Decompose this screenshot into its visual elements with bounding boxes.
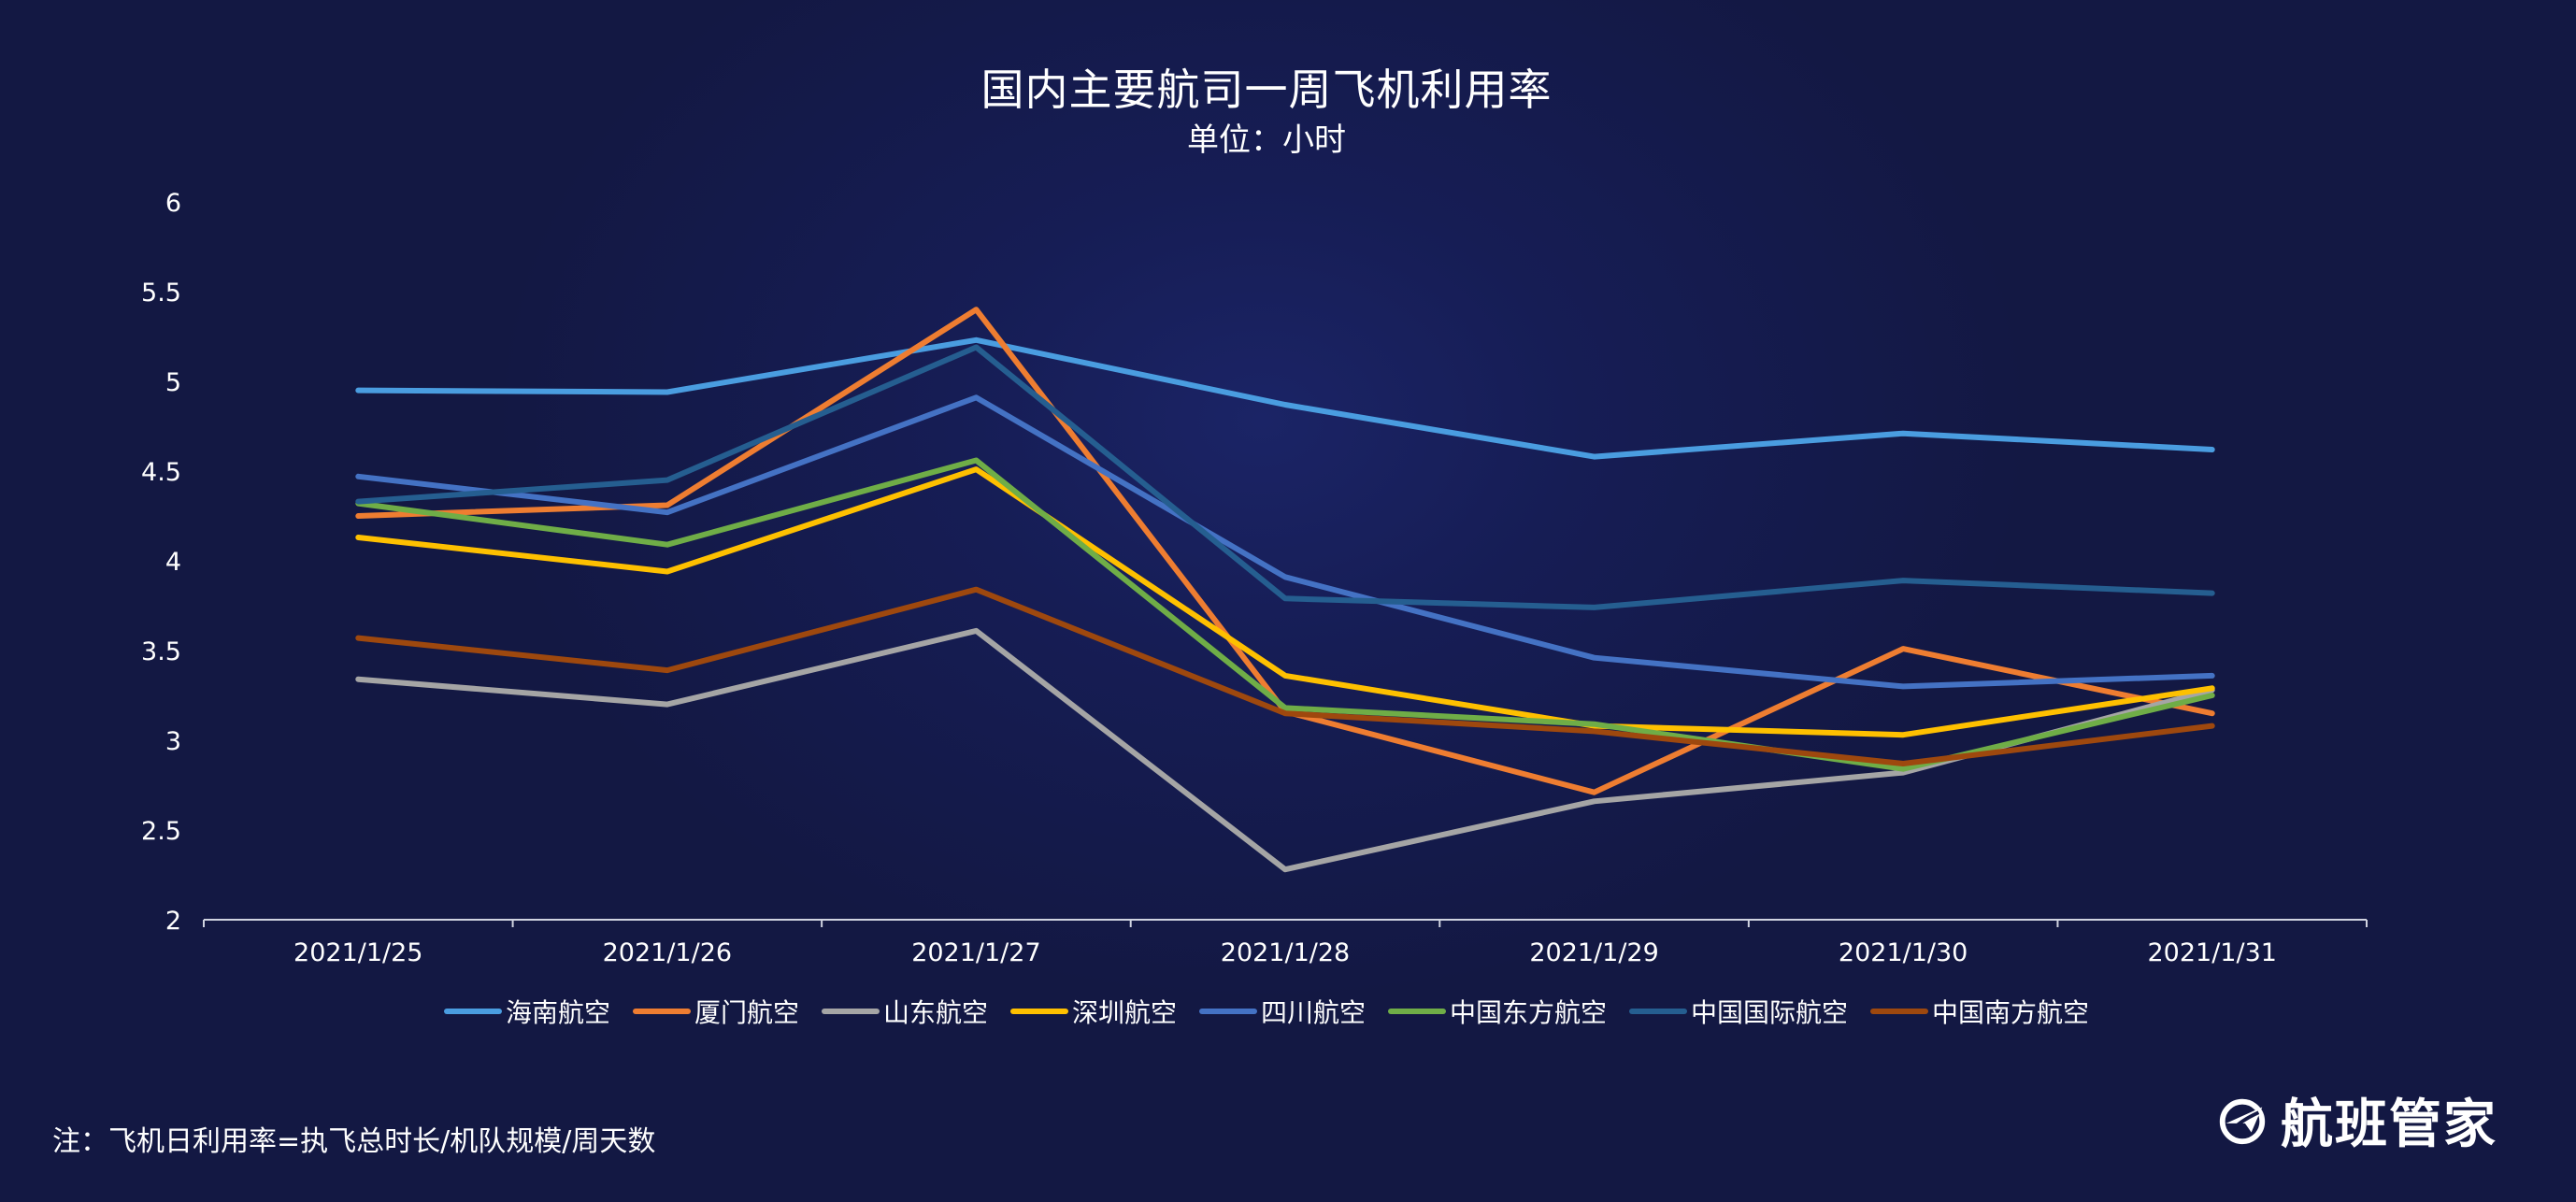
series-line-6: [355, 344, 2215, 610]
legend-label: 厦门航空: [694, 997, 799, 1028]
legend-label: 海南航空: [505, 997, 610, 1028]
x-tick-label: 2021/1/27: [911, 938, 1040, 967]
y-tick-label: 5: [165, 368, 181, 397]
legend-label: 中国国际航空: [1691, 997, 1849, 1028]
chart-legend: 海南航空 厦门航空 山东航空 深圳航空 四川航空 中国东方航空 中国国际航空 中国南方航空: [0, 993, 2533, 1030]
y-tick-label: 4.5: [141, 458, 181, 487]
y-tick-label: 3.5: [141, 637, 181, 666]
logo-text: 航班管家: [2281, 1094, 2497, 1155]
chart-title: 国内主要航司一周飞机利用率: [980, 64, 1553, 115]
legend-label: 中国东方航空: [1450, 997, 1608, 1028]
legend-item: 海南航空: [443, 993, 610, 1030]
legend-swatch: [1629, 1009, 1688, 1014]
legend-item: 深圳航空: [1009, 993, 1177, 1030]
legend-swatch: [632, 1009, 691, 1014]
chart-subtitle: 单位：小时: [1187, 122, 1346, 159]
y-tick-label: 6: [165, 189, 181, 218]
legend-label: 四川航空: [1261, 997, 1367, 1028]
legend-item: 中国东方航空: [1388, 993, 1607, 1030]
legend-label: 山东航空: [882, 997, 988, 1028]
legend-swatch: [1009, 1009, 1068, 1014]
y-tick-label: 2.5: [141, 817, 181, 846]
footnote: 注：飞机日利用率=执飞总时长/机队规模/周天数: [52, 1125, 656, 1158]
legend-item: 四川航空: [1199, 993, 1366, 1030]
brand-logo: 航班管家: [2215, 1087, 2497, 1155]
legend-swatch: [1388, 1009, 1447, 1014]
series-line-4: [355, 394, 2215, 690]
y-tick-label: 4: [165, 548, 181, 577]
x-tick-label: 2021/1/29: [1529, 938, 1658, 967]
legend-item: 中国国际航空: [1629, 993, 1848, 1030]
legend-swatch: [1870, 1009, 1929, 1014]
legend-item: 山东航空: [821, 993, 988, 1030]
series-line-1: [355, 307, 2215, 795]
x-tick-label: 2021/1/30: [1839, 938, 1968, 967]
x-tick-label: 2021/1/28: [1221, 938, 1350, 967]
legend-item: 厦门航空: [632, 993, 799, 1030]
globe-plane-icon: [2219, 1098, 2266, 1145]
y-tick-label: 2: [165, 907, 181, 936]
legend-item: 中国南方航空: [1870, 993, 2089, 1030]
legend-swatch: [821, 1009, 880, 1014]
y-tick-label: 3: [165, 727, 181, 756]
series-line-7: [355, 586, 2215, 766]
x-tick-label: 2021/1/25: [293, 938, 422, 967]
x-tick-label: 2021/1/26: [603, 938, 732, 967]
series-line-3: [355, 466, 2215, 738]
legend-label: 中国南方航空: [1932, 997, 2090, 1028]
series-line-0: [355, 336, 2215, 460]
y-tick-label: 5.5: [141, 279, 181, 308]
legend-swatch: [1199, 1009, 1257, 1014]
x-tick-label: 2021/1/31: [2147, 938, 2276, 967]
legend-label: 深圳航空: [1071, 997, 1177, 1028]
series-line-2: [355, 627, 2215, 873]
series-line-5: [355, 457, 2215, 772]
legend-swatch: [443, 1009, 502, 1014]
